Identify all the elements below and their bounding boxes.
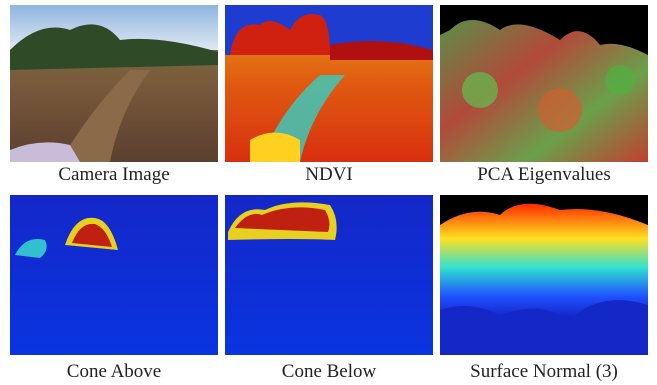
caption: Camera Image xyxy=(58,164,169,185)
cone-below-image xyxy=(225,195,433,355)
camera-image xyxy=(10,5,218,162)
page: Camera Image NDVI PCA Eigenvalues Cone A… xyxy=(0,0,657,385)
pca-image xyxy=(440,5,648,162)
ndvi-image xyxy=(225,5,433,162)
caption: Cone Above xyxy=(67,361,161,382)
surface-normal-image xyxy=(440,195,648,355)
caption: Surface Normal (3) xyxy=(470,361,618,382)
figure: Camera Image NDVI PCA Eigenvalues Cone A… xyxy=(0,0,657,385)
caption: NDVI xyxy=(305,164,353,185)
caption: PCA Eigenvalues xyxy=(477,164,611,185)
caption: Cone Below xyxy=(282,361,377,382)
cone-above-image xyxy=(10,195,218,355)
